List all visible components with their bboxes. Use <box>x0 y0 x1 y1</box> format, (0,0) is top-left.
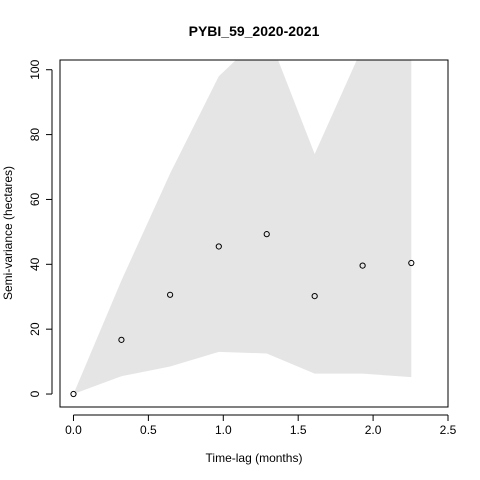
data-point <box>167 291 174 298</box>
y-tick-label: 40 <box>28 257 42 271</box>
y-axis: 0 20 40 60 80 100 <box>28 59 53 397</box>
data-point <box>359 262 366 269</box>
data-point <box>311 292 318 300</box>
x-tick-label: 2.5 <box>440 423 457 437</box>
y-tick-label: 100 <box>28 59 42 79</box>
x-axis-label: Time-lag (months) <box>206 451 303 465</box>
data-point <box>70 390 77 398</box>
x-tick-label: 0.0 <box>65 423 82 437</box>
points-layer <box>70 231 415 398</box>
x-axis: 0.0 0.5 1.0 1.5 2.0 2.5 <box>65 414 457 437</box>
semivariance-envelope <box>73 60 412 395</box>
y-tick-label: 80 <box>28 128 42 142</box>
data-point <box>215 243 222 250</box>
x-tick-label: 0.5 <box>140 423 157 437</box>
y-tick-label: 20 <box>28 322 42 336</box>
x-tick-label: 2.0 <box>365 423 382 437</box>
y-axis-label: Semi-variance (hectares) <box>1 166 15 300</box>
y-tick-label: 0 <box>28 390 42 397</box>
x-tick-label: 1.5 <box>290 423 307 437</box>
data-point <box>118 336 125 343</box>
plot-frame <box>59 59 449 408</box>
data-point <box>408 259 415 267</box>
x-tick-label: 1.0 <box>215 423 232 437</box>
envelope-layer <box>73 60 412 395</box>
data-point <box>263 231 270 238</box>
y-tick-label: 60 <box>28 192 42 206</box>
chart-title: PYBI_59_2020-2021 <box>189 23 320 39</box>
